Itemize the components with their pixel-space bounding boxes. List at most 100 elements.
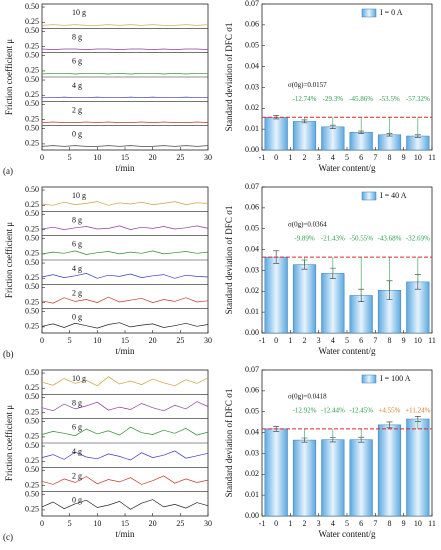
change-label: -43.68% bbox=[378, 235, 402, 243]
y-tick-label: 0.50 bbox=[25, 417, 39, 426]
x-tick-label: 5 bbox=[68, 519, 72, 528]
y-tick-label: 0.50 bbox=[25, 75, 39, 84]
y-tick-label: 0.03 bbox=[245, 448, 259, 457]
bar bbox=[264, 117, 288, 151]
x-tick-label: 1 bbox=[288, 519, 292, 528]
y-tick-label: 0.25 bbox=[25, 90, 39, 99]
y-tick-label: 0.00 bbox=[245, 511, 259, 520]
bar bbox=[264, 256, 288, 334]
y-tick-label: 0.03 bbox=[245, 265, 259, 274]
bar bbox=[292, 439, 317, 517]
x-tick-label: 5 bbox=[345, 153, 349, 162]
trace bbox=[41, 475, 209, 485]
change-label: -57.32% bbox=[406, 95, 430, 103]
trace bbox=[41, 450, 209, 461]
x-tick-label: 9 bbox=[402, 153, 406, 162]
trace bbox=[41, 24, 209, 26]
y-tick-label: 0.25 bbox=[25, 383, 39, 392]
y-tick-label: 0.25 bbox=[25, 273, 39, 282]
series-label: 6 g bbox=[72, 240, 82, 249]
x-tick-label: 0 bbox=[274, 519, 278, 528]
trace bbox=[41, 426, 209, 437]
x-tick-label: 0 bbox=[274, 153, 278, 162]
y-tick-label: 0.25 bbox=[25, 249, 39, 258]
change-label: +4.55% bbox=[378, 406, 400, 414]
change-label: -45.86% bbox=[349, 95, 373, 103]
y-tick-label: 0.01 bbox=[245, 124, 259, 133]
bar bbox=[321, 126, 345, 151]
bar bbox=[349, 132, 373, 151]
series-label: 10 g bbox=[72, 374, 86, 383]
trace bbox=[41, 72, 208, 75]
x-tick-label: 4 bbox=[331, 153, 335, 162]
bar bbox=[292, 264, 317, 334]
y-tick-label: 0.25 bbox=[25, 480, 39, 489]
x-tick-label: 20 bbox=[149, 519, 157, 528]
y-tick-label: 0.06 bbox=[245, 386, 259, 395]
y-axis-label: Friction coefficient μ bbox=[4, 405, 14, 481]
x-tick-label: 10 bbox=[93, 336, 101, 345]
y-axis-label: Friction coefficient μ bbox=[4, 39, 14, 115]
trace bbox=[41, 250, 209, 255]
series-label: 2 g bbox=[72, 105, 82, 114]
x-tick-label: 0 bbox=[40, 153, 44, 162]
series-label: 2 g bbox=[72, 471, 82, 480]
bar bbox=[321, 439, 345, 517]
y-tick-label: 0.25 bbox=[25, 139, 39, 148]
trace bbox=[41, 376, 209, 387]
x-tick-label: 9 bbox=[402, 519, 406, 528]
x-tick-label: 8 bbox=[388, 519, 392, 528]
trace bbox=[41, 48, 209, 50]
x-tick-label: 5 bbox=[345, 519, 349, 528]
x-tick-label: 0 bbox=[40, 336, 44, 345]
series-label: 8 g bbox=[72, 215, 82, 224]
y-tick-label: 0.00 bbox=[245, 145, 259, 154]
trace bbox=[41, 273, 209, 279]
x-tick-label: 25 bbox=[176, 336, 184, 345]
trace bbox=[41, 296, 209, 304]
x-tick-label: 8 bbox=[388, 153, 392, 162]
y-tick-label: 0.02 bbox=[245, 286, 259, 295]
x-tick-label: 6 bbox=[359, 519, 363, 528]
x-tick-label: 20 bbox=[149, 336, 157, 345]
y-tick-label: 0.25 bbox=[25, 114, 39, 123]
y-tick-label: 0.50 bbox=[25, 465, 39, 474]
y-tick-label: 0.25 bbox=[25, 224, 39, 233]
y-tick-label: 0.50 bbox=[25, 258, 39, 267]
y-tick-label: 0.02 bbox=[245, 103, 259, 112]
y-tick-label: 0.50 bbox=[25, 307, 39, 316]
y-axis-label: Standard deviation of DFC σ1 bbox=[224, 389, 234, 498]
bar bbox=[349, 439, 373, 517]
y-tick-label: 0.06 bbox=[245, 203, 259, 212]
bar bbox=[406, 135, 430, 151]
change-label: -32.69% bbox=[406, 235, 430, 243]
x-tick-label: -1 bbox=[259, 519, 266, 528]
x-tick-label: 2 bbox=[303, 336, 307, 345]
y-tick-label: 0.02 bbox=[245, 469, 259, 478]
x-tick-label: 10 bbox=[93, 153, 101, 162]
bar bbox=[292, 121, 317, 151]
x-tick-label: 6 bbox=[359, 153, 363, 162]
x-tick-label: 8 bbox=[388, 336, 392, 345]
y-tick-label: 0.25 bbox=[25, 17, 39, 26]
x-tick-label: 30 bbox=[204, 519, 212, 528]
x-axis-label: Water content/g bbox=[318, 163, 376, 173]
x-tick-label: 11 bbox=[428, 519, 436, 528]
bar bbox=[377, 424, 402, 517]
y-tick-label: 0.50 bbox=[25, 51, 39, 60]
panel-label: (a) bbox=[3, 166, 13, 176]
series-label: 6 g bbox=[72, 423, 82, 432]
change-label: +11.24% bbox=[405, 406, 430, 414]
y-tick-label: 0.04 bbox=[245, 61, 259, 70]
y-axis-label: Friction coefficient μ bbox=[4, 222, 14, 298]
x-tick-label: 1 bbox=[288, 336, 292, 345]
x-tick-label: 7 bbox=[373, 336, 377, 345]
x-tick-label: 4 bbox=[331, 519, 335, 528]
y-tick-label: 0.25 bbox=[25, 432, 39, 441]
x-tick-label: 4 bbox=[331, 336, 335, 345]
x-axis-label: Water content/g bbox=[318, 346, 376, 356]
y-tick-label: 0.50 bbox=[25, 209, 39, 218]
y-tick-label: 0.07 bbox=[245, 0, 259, 8]
bar bbox=[321, 273, 345, 334]
